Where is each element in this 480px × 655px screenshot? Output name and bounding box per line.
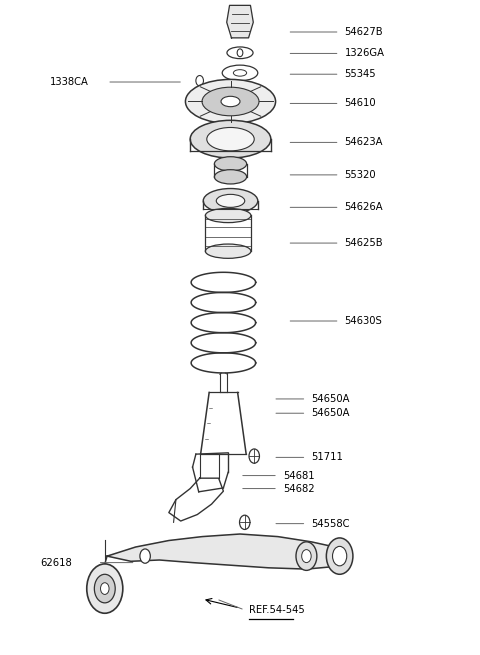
Circle shape [100,583,109,595]
Ellipse shape [221,96,240,107]
Circle shape [95,574,115,603]
Text: 1326GA: 1326GA [344,48,384,58]
Circle shape [333,546,347,566]
Text: 51711: 51711 [311,453,343,462]
Text: 62618: 62618 [41,557,72,568]
Text: 54626A: 54626A [344,202,383,212]
Circle shape [240,515,250,529]
Circle shape [237,49,243,57]
Text: 1338CA: 1338CA [50,77,89,87]
Text: 54627B: 54627B [344,27,383,37]
Ellipse shape [215,157,247,171]
Ellipse shape [185,79,276,124]
Circle shape [249,449,260,463]
Ellipse shape [190,121,271,158]
Ellipse shape [202,87,259,116]
Circle shape [140,549,150,563]
Text: 54682: 54682 [283,483,314,494]
Text: 54558C: 54558C [311,519,349,529]
Text: 54610: 54610 [344,98,376,109]
Text: 55320: 55320 [344,170,376,180]
Ellipse shape [207,128,254,151]
Ellipse shape [203,189,258,213]
Ellipse shape [215,170,247,184]
Text: 54650A: 54650A [311,408,349,419]
Circle shape [296,542,317,571]
Circle shape [196,75,204,86]
Circle shape [301,550,311,563]
Text: 54623A: 54623A [344,138,383,147]
Circle shape [326,538,353,574]
Ellipse shape [205,244,251,258]
Text: 54630S: 54630S [344,316,382,326]
Ellipse shape [216,195,245,208]
Polygon shape [227,5,253,38]
Text: 54650A: 54650A [311,394,349,404]
Text: 54681: 54681 [283,470,314,481]
Polygon shape [107,534,344,569]
Text: REF.54-545: REF.54-545 [250,605,305,615]
Ellipse shape [205,208,251,223]
Text: 54625B: 54625B [344,238,383,248]
Text: 55345: 55345 [344,69,376,79]
Circle shape [87,564,123,613]
